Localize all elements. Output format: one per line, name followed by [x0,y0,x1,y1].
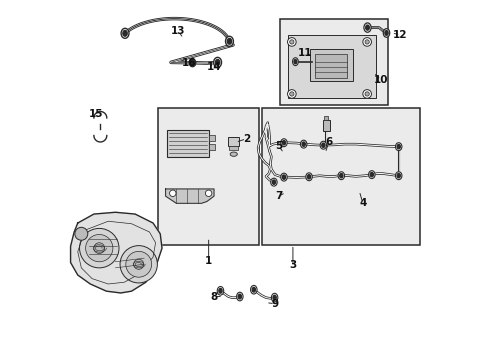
Circle shape [125,251,151,277]
Text: 8: 8 [210,292,217,302]
Circle shape [289,40,293,44]
Ellipse shape [383,29,389,37]
Polygon shape [70,212,162,293]
Bar [228,137,239,146]
Ellipse shape [213,57,221,67]
Ellipse shape [293,59,296,64]
Text: 9: 9 [271,299,278,309]
Bar [322,120,329,131]
Ellipse shape [189,59,195,67]
Bar [208,135,215,140]
Bar [262,108,419,244]
Circle shape [205,190,211,197]
Ellipse shape [230,152,237,156]
Ellipse shape [272,180,275,184]
Bar [309,49,352,81]
Bar [158,108,258,244]
Ellipse shape [363,23,370,32]
Ellipse shape [337,172,344,180]
Circle shape [75,227,88,240]
Text: 3: 3 [289,260,296,270]
Ellipse shape [307,175,310,179]
Text: 16: 16 [182,58,196,68]
Ellipse shape [396,174,400,178]
Text: 7: 7 [274,191,282,201]
Circle shape [80,228,119,268]
Ellipse shape [122,31,127,36]
Circle shape [94,243,104,253]
Ellipse shape [252,287,255,292]
Ellipse shape [292,58,298,66]
Ellipse shape [280,139,286,147]
Circle shape [120,246,157,283]
Circle shape [287,90,296,98]
Ellipse shape [384,31,387,35]
Ellipse shape [270,178,277,186]
Circle shape [169,190,176,197]
Ellipse shape [282,140,285,145]
Ellipse shape [282,175,285,179]
Ellipse shape [339,174,342,178]
Text: 5: 5 [274,141,282,151]
Text: 2: 2 [242,134,249,144]
Ellipse shape [320,141,326,149]
Ellipse shape [395,172,401,180]
Ellipse shape [250,285,257,294]
Ellipse shape [300,140,306,148]
Ellipse shape [236,292,243,301]
Ellipse shape [368,171,374,179]
Circle shape [85,234,113,262]
Circle shape [362,90,371,98]
Ellipse shape [271,293,277,302]
Text: 12: 12 [392,30,407,40]
Bar [280,19,387,105]
Bar [229,146,238,149]
Ellipse shape [395,143,401,150]
Ellipse shape [217,287,223,295]
Ellipse shape [219,288,222,293]
Ellipse shape [369,172,373,177]
Circle shape [287,38,296,46]
Ellipse shape [121,28,129,38]
Circle shape [133,259,143,269]
Circle shape [364,92,368,96]
Bar [167,130,208,157]
Circle shape [289,92,293,96]
Circle shape [362,38,371,46]
Text: 6: 6 [325,138,332,147]
Ellipse shape [225,36,233,46]
Text: 1: 1 [204,256,212,266]
Ellipse shape [365,25,368,30]
Bar [324,116,328,120]
Ellipse shape [302,142,305,146]
Ellipse shape [272,295,276,300]
Ellipse shape [280,173,286,181]
Text: 13: 13 [171,26,185,36]
Text: 15: 15 [88,109,102,119]
Ellipse shape [238,294,241,299]
Ellipse shape [305,173,312,181]
Polygon shape [165,189,214,203]
Circle shape [364,40,368,44]
Ellipse shape [396,144,400,149]
Text: 10: 10 [373,75,387,85]
Text: 4: 4 [358,198,366,208]
Ellipse shape [215,59,219,65]
Bar [208,144,215,149]
Text: 11: 11 [298,48,312,58]
Text: 14: 14 [206,62,221,72]
Bar [287,35,375,98]
Bar [314,54,346,78]
Ellipse shape [227,39,231,44]
Ellipse shape [321,143,325,147]
